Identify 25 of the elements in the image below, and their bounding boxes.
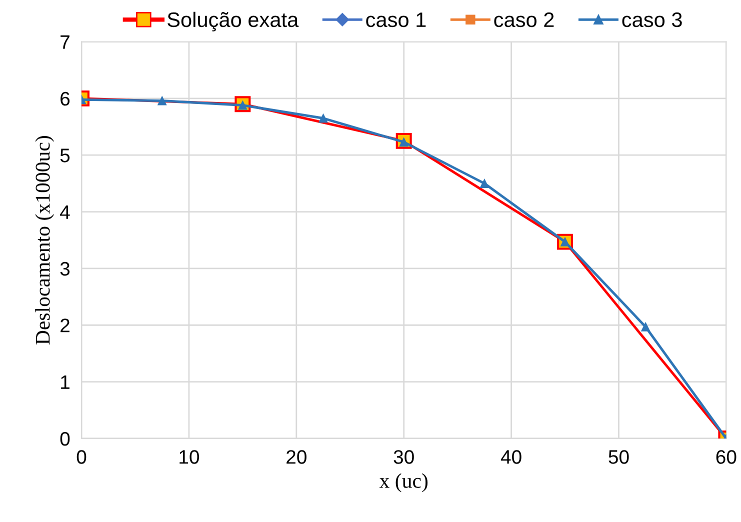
- legend-label: Solução exata: [168, 12, 299, 32]
- point: [318, 114, 328, 123]
- x-tick-label: 0: [76, 450, 86, 464]
- y-tick-label: 3: [60, 262, 70, 276]
- y-tick-label: 6: [60, 92, 70, 106]
- y-tick-label: 0: [60, 432, 70, 446]
- x-tick-label: 30: [394, 450, 414, 464]
- legend-label: caso 3: [622, 12, 682, 28]
- y-tick-label: 1: [61, 375, 70, 389]
- x-tick-label: 20: [286, 450, 306, 464]
- legend-label: caso 1: [366, 12, 426, 28]
- x-tick-label: 60: [716, 450, 736, 464]
- y-tick-label: 5: [60, 148, 70, 162]
- point: [641, 322, 650, 332]
- y-tick-label: 4: [60, 205, 70, 219]
- x-tick-label: 10: [180, 450, 200, 464]
- point: [158, 96, 167, 106]
- y-tick-label: 7: [60, 35, 70, 49]
- x-tick-label: 40: [500, 450, 522, 464]
- y-tick-label: 2: [60, 318, 70, 332]
- y-axis-title: Deslocamento (x1000uc): [35, 136, 54, 345]
- x-axis-title: x (uc): [379, 473, 428, 492]
- legend-label: caso 2: [494, 12, 554, 28]
- x-tick-label: 50: [608, 450, 629, 464]
- point: [480, 178, 489, 188]
